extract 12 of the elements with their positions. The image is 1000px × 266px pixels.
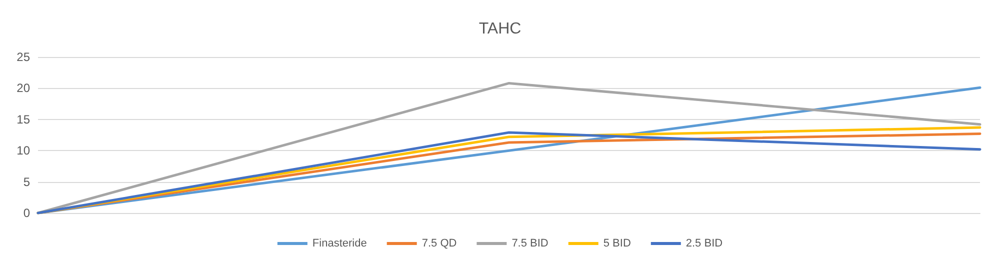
y-tick-label: 0 [23,206,30,220]
legend-label: 5 BID [603,238,631,250]
y-tick-label: 5 [23,174,30,189]
legend-label: 7.5 QD [422,238,457,250]
y-tick-label: 20 [16,81,30,96]
legend-label: 7.5 BID [512,238,548,250]
legend-label: 2.5 BID [686,238,723,250]
y-tick-label: 10 [16,144,30,158]
chart-title: TAHC [478,20,522,38]
legend-label: Finasteride [312,238,367,250]
y-tick-label: 15 [16,112,30,126]
y-tick-label: 25 [16,50,30,64]
